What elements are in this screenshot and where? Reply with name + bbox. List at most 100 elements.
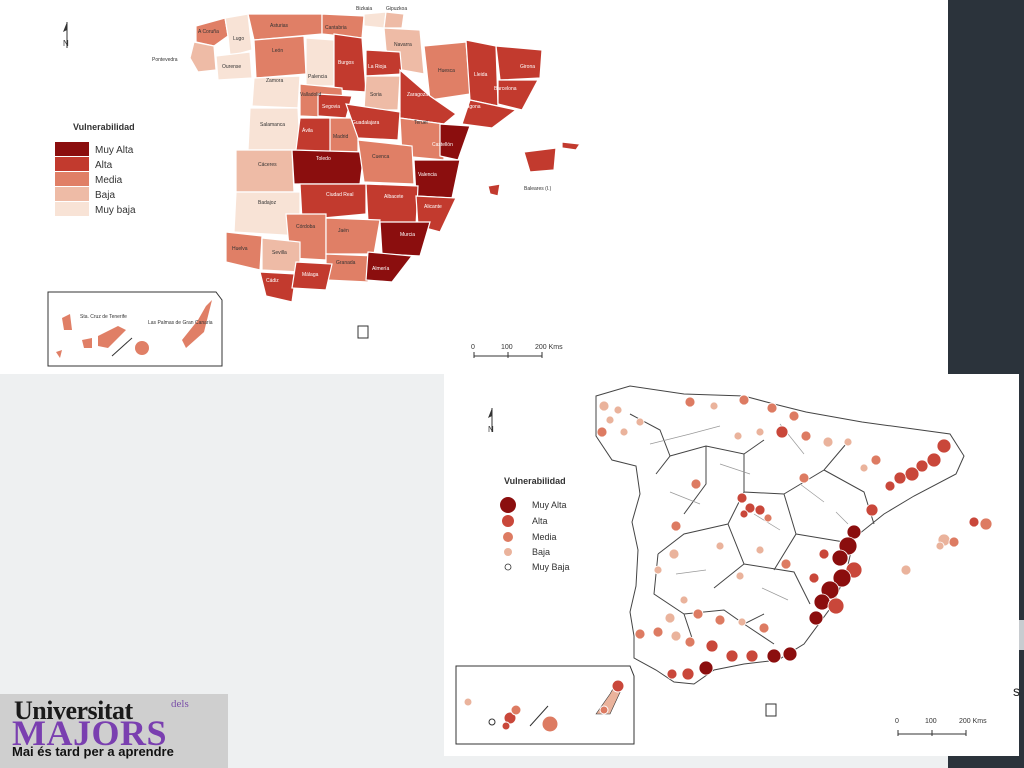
province-malaga (291, 261, 333, 291)
province-huelva (225, 231, 263, 271)
province-pontevedra (189, 41, 217, 73)
label-albacete: Albacete (384, 194, 404, 200)
label-palencia: Palencia (308, 74, 327, 80)
legend-label-baja: Baja (95, 190, 115, 201)
label-lleida: Lleida (474, 72, 488, 78)
label-la-rioja: La Rioja (368, 64, 387, 70)
legend2-title: Vulnerabilidad (504, 476, 566, 486)
province-zaragoza (399, 68, 457, 125)
circle-map-municipalities: N (444, 374, 1019, 756)
province-a-coruna (195, 17, 229, 47)
label-ourense: Ourense (222, 64, 241, 70)
north-arrow-icon: N (63, 22, 69, 48)
label-castellon: Castellón (432, 142, 453, 148)
label-zamora: Zamora (266, 78, 283, 84)
province-salamanca (247, 107, 301, 151)
label-guadalajara: Guadalajara (352, 120, 379, 126)
label-soria: Soria (370, 92, 382, 98)
label-almeria: Almería (372, 266, 389, 272)
label-cordoba: Córdoba (296, 224, 315, 230)
label-huelva: Huelva (232, 246, 248, 252)
map2-small-box (765, 703, 777, 717)
scale-tick-0: 0 (471, 344, 475, 351)
label-las-palmas: Las Palmas de Gran Canaria (148, 320, 213, 326)
label-cantabria: Cantabria (325, 25, 347, 31)
province-almeria (365, 251, 414, 283)
label-cuenca: Cuenca (372, 154, 389, 160)
province-cadiz (259, 271, 297, 303)
label-leon: León (272, 48, 283, 54)
label-avila: Ávila (302, 127, 313, 134)
label-barcelona: Barcelona (494, 86, 517, 92)
legend-label-muy-baja: Muy baja (95, 205, 136, 216)
label-granada: Granada (336, 260, 356, 266)
label-huesca: Huesca (438, 68, 455, 74)
label-zaragoza: Zaragoza (407, 92, 428, 98)
label-tenerife: Sta. Cruz de Tenerife (80, 314, 127, 320)
province-gipuzkoa (383, 11, 405, 29)
scale2-tick-0: 0 (895, 718, 899, 725)
label-toledo: Toledo (316, 156, 331, 162)
province-tarragona (461, 99, 518, 129)
label-bizkaia: Bizkaia (356, 6, 372, 12)
label-burgos: Burgos (338, 60, 354, 66)
province-la-rioja (365, 49, 403, 77)
scale-tick-200: 200 Kms (535, 344, 563, 351)
north-label-2: N (488, 425, 494, 434)
label-teruel: Teruel (414, 120, 428, 126)
scale-bar-map2: 0 100 200 Kms (895, 718, 987, 736)
logo-line1-small: dels (171, 698, 189, 710)
logo-tagline: Mai és tard per a aprendre (12, 744, 174, 759)
map1-small-box (357, 325, 369, 339)
label-valencia: Valencia (418, 172, 437, 178)
legend-map1: Vulnerabilidad Muy Alta Alta Media Baja … (55, 122, 136, 216)
province-ourense (215, 51, 253, 81)
label-navarra: Navarra (394, 42, 412, 48)
label-baleares: Baleares (I.) (524, 186, 552, 192)
label-murcia: Murcia (400, 232, 415, 238)
province-lugo (224, 13, 253, 57)
label-malaga: Málaga (302, 272, 319, 278)
province-bizkaia (363, 11, 387, 29)
island-menorca (561, 141, 582, 151)
province-cuenca (357, 139, 415, 185)
label-sevilla: Sevilla (272, 250, 287, 256)
label-salamanca: Salamanca (260, 122, 285, 128)
label-pontevedra: Pontevedra (152, 57, 178, 63)
label-segovia: Segovia (322, 104, 340, 110)
canary-islands-inset-2 (455, 665, 635, 745)
north-arrow-icon: N (488, 408, 494, 434)
label-lugo: Lugo (233, 36, 244, 42)
scale2-tick-200: 200 Kms (959, 718, 987, 725)
legend2-label-muy-alta: Muy Alta (532, 500, 567, 510)
logo-line2: MAJORS (12, 713, 167, 753)
legend-title: Vulnerabilidad (73, 122, 135, 132)
label-ciudad-real: Ciudad Real (326, 192, 354, 198)
province-caceres (235, 149, 295, 193)
legend-label-alta: Alta (95, 160, 113, 171)
label-gipuzkoa: Gipuzkoa (386, 6, 407, 12)
universitat-dels-majors-logo: Universitat dels MAJORS Mai és tard per … (0, 694, 228, 768)
legend2-label-muy-baja: Muy Baja (532, 562, 570, 572)
province-jaen (325, 217, 381, 255)
province-barcelona (497, 79, 539, 111)
choropleth-map-provinces: N (0, 0, 948, 374)
label-girona: Girona (520, 64, 535, 70)
legend2-label-alta: Alta (532, 516, 548, 526)
label-tarragona: Tarragona (458, 104, 481, 110)
label-cadiz: Cádiz (266, 278, 279, 284)
province-murcia (379, 221, 431, 257)
label-madrid: Madrid (333, 134, 349, 140)
scale-tick-100: 100 (501, 344, 513, 351)
label-a-coruna: A Coruña (198, 29, 219, 35)
label-asturias: Asturias (270, 23, 289, 29)
label-caceres: Cáceres (258, 162, 277, 168)
legend2-label-baja: Baja (532, 547, 550, 557)
canary-islands-inset: Sta. Cruz de Tenerife Las Palmas de Gran… (47, 291, 223, 367)
province-soria (363, 75, 401, 111)
province-navarra (383, 27, 425, 75)
label-valladolid: Valladolid (300, 92, 322, 98)
province-guadalajara (345, 103, 401, 141)
scale-bar-map1: 0 100 200 Kms (471, 344, 563, 358)
label-badajoz: Badajoz (258, 200, 277, 206)
